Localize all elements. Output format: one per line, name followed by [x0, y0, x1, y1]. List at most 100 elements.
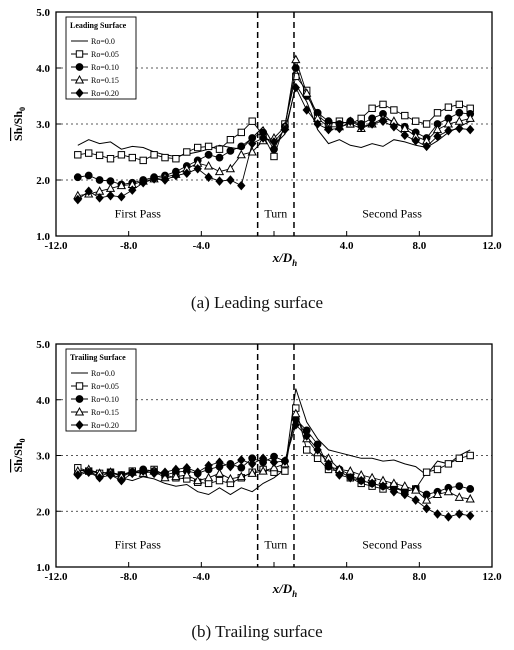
legend-entry-label: Ro=0.0 — [91, 37, 115, 46]
data-point — [106, 470, 115, 480]
first-pass-label: First Pass — [115, 207, 162, 221]
data-point — [389, 122, 399, 132]
data-point — [248, 138, 257, 149]
data-point — [313, 119, 322, 129]
data-point — [203, 472, 214, 482]
data-point — [85, 149, 93, 157]
data-point — [150, 151, 158, 159]
data-point — [324, 459, 333, 469]
data-point — [139, 156, 147, 165]
legend-marker — [74, 74, 85, 84]
data-point — [226, 175, 235, 185]
legend-entry-label: Ro=0.10 — [91, 63, 119, 72]
data-point — [455, 509, 464, 519]
legend-marker — [75, 63, 84, 71]
data-point — [422, 468, 431, 476]
data-point — [280, 124, 290, 135]
data-point — [411, 136, 420, 146]
data-point — [203, 160, 214, 170]
data-point — [204, 142, 213, 151]
data-point — [215, 145, 224, 153]
data-point — [128, 153, 137, 162]
data-point — [117, 192, 126, 202]
data-point — [237, 142, 246, 151]
first-pass-label: First Pass — [115, 538, 162, 552]
data-point — [106, 190, 115, 201]
data-point — [73, 173, 82, 182]
x-tick-label: -12.0 — [45, 240, 68, 252]
second-pass-label: Second Pass — [362, 207, 422, 221]
data-point — [433, 465, 442, 474]
series-line — [77, 66, 471, 185]
data-point — [237, 180, 246, 191]
data-point — [171, 170, 181, 181]
data-point — [378, 116, 388, 126]
y-tick-label: 1.0 — [36, 231, 50, 243]
data-point — [389, 486, 399, 497]
data-point — [422, 503, 431, 514]
data-point — [346, 473, 355, 483]
legend-marker — [75, 382, 84, 390]
x-tick-label: -12.0 — [45, 571, 68, 583]
legend-marker — [75, 50, 84, 58]
data-point — [236, 149, 246, 159]
legend-entry-label: Ro=0.15 — [91, 408, 119, 417]
data-point — [466, 124, 475, 135]
data-point — [454, 492, 464, 501]
data-point — [357, 122, 366, 132]
legend: Leading Surface Ro=0.0 Ro=0.05 Ro=0.10 Ro=0.… — [65, 16, 137, 100]
data-point — [160, 472, 170, 482]
data-point — [302, 431, 311, 441]
chart-panel-b: 1.0 2.0 3.0 4.0 5.0 -12.0 -8.0 -4.0 4.0 8.0 12.0 x/… — [11, 339, 502, 599]
data-point — [433, 131, 442, 142]
series-ro-0-0 — [77, 388, 471, 496]
data-point — [466, 485, 475, 493]
data-point — [444, 103, 453, 111]
legend-box — [65, 348, 137, 432]
data-point — [149, 468, 159, 479]
data-point — [215, 476, 224, 485]
data-point — [139, 466, 148, 476]
data-point — [291, 54, 301, 64]
data-point — [367, 478, 377, 489]
data-point — [346, 116, 355, 126]
legend-entry-label: Ro=0.05 — [91, 50, 119, 59]
series-line — [77, 59, 471, 197]
x-tick-label: 4.0 — [340, 240, 354, 252]
data-point — [270, 152, 278, 161]
legend-title: Leading Surface — [70, 21, 127, 30]
data-point — [465, 113, 475, 122]
data-point — [335, 470, 344, 480]
data-point — [84, 467, 93, 477]
data-point — [400, 489, 409, 500]
chart-panel-a: 1.0 2.0 3.0 4.0 5.0 -12.0 -8.0 -4.0 4.0 8.0 12.0 x/… — [11, 7, 502, 268]
data-point — [367, 119, 377, 129]
data-point — [291, 408, 301, 418]
second-pass-label: Second Pass — [362, 538, 422, 552]
data-point — [302, 105, 311, 115]
y-tick-label: 3.0 — [36, 451, 50, 463]
data-point — [128, 185, 137, 195]
data-point — [226, 146, 235, 155]
x-tick-label: 4.0 — [340, 571, 354, 583]
data-point — [183, 148, 191, 156]
data-point — [313, 445, 322, 455]
data-point — [432, 489, 443, 499]
data-point — [117, 151, 126, 159]
legend-entry-label: Ro=0.20 — [91, 421, 119, 430]
data-point — [193, 475, 203, 485]
data-point — [466, 510, 475, 521]
data-point — [258, 453, 268, 464]
data-point — [237, 128, 246, 137]
data-point — [258, 133, 268, 143]
legend-box — [65, 16, 137, 100]
data-point — [84, 186, 93, 196]
data-point — [455, 100, 464, 109]
data-point — [214, 468, 225, 477]
turn-label: Turn — [264, 207, 287, 221]
data-point — [237, 463, 246, 472]
y-tick-label: 4.0 — [36, 395, 50, 407]
data-point — [116, 180, 127, 190]
series-ro-0-20 — [73, 82, 475, 205]
